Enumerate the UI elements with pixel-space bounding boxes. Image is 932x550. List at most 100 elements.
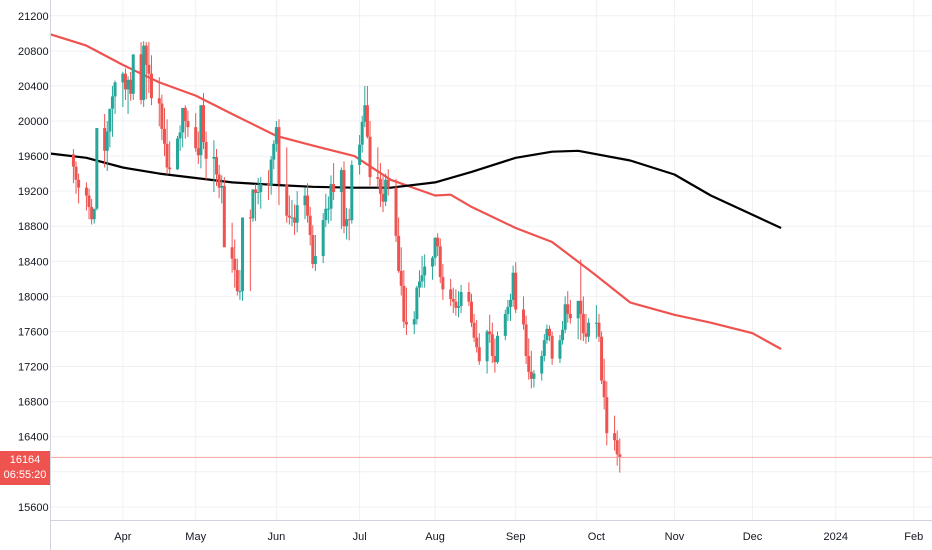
candle-body: [313, 256, 317, 264]
candle-body: [142, 45, 146, 100]
candle-body: [417, 281, 421, 288]
y-tick-label: 19200: [18, 186, 49, 198]
candle-body: [108, 108, 112, 132]
y-tick-label: 16400: [18, 432, 49, 444]
candle-body: [238, 291, 242, 293]
candle-body: [113, 82, 117, 97]
candle-body: [105, 131, 109, 151]
candle-body: [339, 170, 343, 193]
candle-body: [485, 331, 489, 362]
x-tick-label: Oct: [588, 531, 605, 543]
y-tick-label: 20800: [18, 46, 49, 58]
candle-body: [303, 195, 307, 206]
x-axis-tick-labels: Apr May Jun Jul Aug Sep Oct Nov Dec 2024 Feb: [114, 531, 923, 543]
candle-body: [360, 121, 364, 145]
candle-body: [381, 193, 385, 202]
candle-body: [594, 322, 598, 324]
candle-body: [139, 54, 143, 100]
candle-body: [175, 138, 179, 170]
y-tick-label: 16800: [18, 397, 49, 409]
candle-body: [254, 189, 258, 193]
candle-body: [147, 64, 151, 74]
candle-body: [269, 159, 273, 186]
y-tick-label: 17600: [18, 326, 49, 338]
candle-body: [490, 334, 494, 357]
y-tick-label: 20000: [18, 116, 49, 128]
candle-body: [178, 132, 182, 139]
candle-body: [347, 219, 351, 221]
candle-body: [420, 275, 424, 282]
y-tick-label: 17200: [18, 362, 49, 374]
candle-body: [259, 184, 263, 193]
candle-body: [230, 247, 234, 259]
candle-body: [129, 79, 133, 94]
y-axis-tick-labels: 1560016000164001680017200176001800018400…: [18, 11, 49, 514]
candle-body: [126, 79, 130, 90]
candle-body: [618, 454, 622, 458]
candle-body: [532, 373, 536, 379]
candle-body: [162, 128, 166, 144]
candle-body: [378, 178, 382, 194]
candle-body: [506, 306, 510, 314]
candle-body: [587, 322, 591, 337]
candle-body: [123, 73, 127, 90]
candle-body: [345, 219, 349, 227]
candle-body: [342, 170, 346, 227]
candle-body: [600, 336, 604, 381]
candle-body: [329, 184, 333, 209]
candle-body: [285, 184, 289, 216]
candle-body: [472, 322, 476, 338]
candle-body: [456, 306, 460, 308]
y-tick-label: 20400: [18, 81, 49, 93]
countdown-timer: 06:55:20: [3, 469, 47, 481]
candle-body: [496, 335, 500, 363]
candle-body: [545, 328, 549, 341]
candle-body: [540, 356, 544, 374]
y-tick-label: 15600: [18, 502, 49, 514]
candle-body: [181, 107, 185, 133]
candle-body: [204, 142, 208, 159]
candle-body: [563, 304, 567, 330]
candle-body: [365, 105, 369, 137]
candle-body: [157, 98, 161, 104]
x-tick-label: Dec: [743, 531, 763, 543]
candle-body: [251, 189, 255, 219]
candle-body: [522, 309, 526, 325]
x-tick-label: Jun: [267, 531, 285, 543]
candle-body: [576, 300, 580, 319]
candle-body: [527, 356, 531, 372]
candle-body: [215, 156, 219, 175]
candle-body: [110, 96, 114, 109]
candle-body: [131, 54, 135, 94]
candle-body: [121, 73, 125, 83]
candle-body: [529, 371, 533, 379]
candle-body: [196, 148, 200, 156]
candle-body: [267, 184, 271, 186]
candle-body: [503, 313, 507, 336]
candle-body: [561, 329, 565, 341]
candle-body: [602, 380, 606, 398]
candle-body: [384, 179, 388, 202]
candle-body: [394, 187, 398, 236]
candle-body: [321, 220, 325, 257]
candle-body: [194, 127, 198, 149]
candle-body: [511, 272, 515, 300]
candle-body: [597, 322, 601, 337]
candle-body: [144, 45, 148, 65]
candle-body: [454, 301, 458, 308]
candle-body: [615, 440, 619, 455]
candle-body: [469, 301, 473, 323]
x-tick-label: Feb: [904, 531, 923, 543]
y-tick-label: 19600: [18, 151, 49, 163]
candle-body: [272, 143, 276, 160]
candle-body: [308, 215, 312, 236]
candle-body: [397, 235, 401, 271]
candle-body: [168, 167, 172, 170]
candle-body: [71, 154, 75, 167]
candle-body: [74, 166, 78, 180]
candle-body: [524, 324, 528, 357]
candle-body: [399, 270, 403, 286]
candle-body: [326, 208, 330, 210]
candle-body: [386, 179, 390, 188]
